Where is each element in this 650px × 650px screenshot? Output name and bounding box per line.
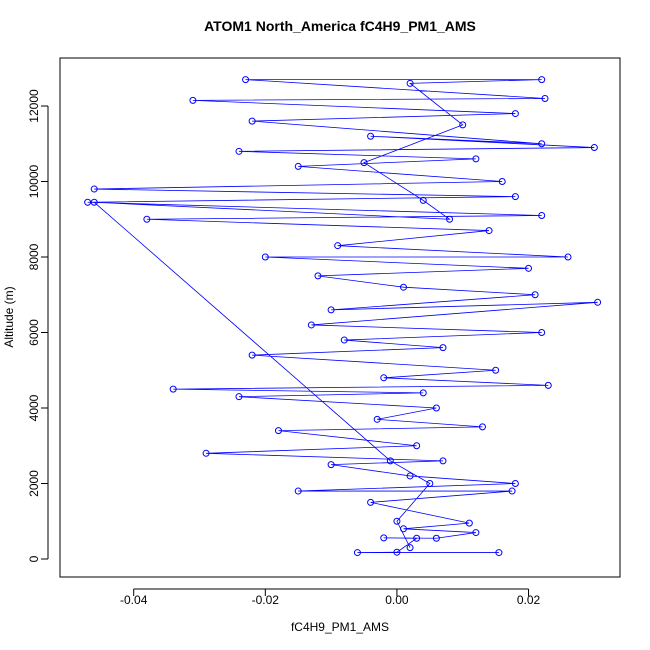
data-point bbox=[248, 351, 256, 359]
data-point bbox=[432, 404, 440, 412]
x-axis-title: fC4H9_PM1_AMS bbox=[291, 620, 389, 634]
data-point bbox=[538, 211, 546, 219]
data-point bbox=[511, 479, 519, 487]
data-point bbox=[90, 198, 98, 206]
y-tick-label: 6000 bbox=[27, 319, 41, 346]
data-point bbox=[248, 117, 256, 125]
data-point bbox=[498, 178, 506, 186]
data-point bbox=[538, 76, 546, 84]
data-point bbox=[334, 242, 342, 250]
data-point bbox=[307, 321, 315, 329]
data-point bbox=[380, 374, 388, 382]
plot-frame bbox=[59, 57, 621, 578]
x-tick-label: 0.00 bbox=[385, 593, 409, 607]
data-point bbox=[393, 548, 401, 556]
data-point bbox=[465, 519, 473, 527]
data-point bbox=[367, 498, 375, 506]
data-point bbox=[492, 366, 500, 374]
data-point bbox=[340, 336, 348, 344]
data-point bbox=[426, 479, 434, 487]
data-point bbox=[531, 291, 539, 299]
data-point bbox=[202, 449, 210, 457]
data-point bbox=[413, 534, 421, 542]
y-tick-label: 4000 bbox=[27, 394, 41, 421]
data-point bbox=[393, 517, 401, 525]
y-tick-label: 10000 bbox=[27, 165, 41, 199]
data-point bbox=[242, 76, 250, 84]
x-tick-label: -0.04 bbox=[120, 593, 148, 607]
data-point bbox=[459, 121, 467, 129]
y-tick-label: 2000 bbox=[27, 470, 41, 497]
data-point bbox=[367, 132, 375, 140]
data-point bbox=[564, 253, 572, 261]
data-point bbox=[508, 487, 516, 495]
y-tick-label: 8000 bbox=[27, 243, 41, 270]
data-point bbox=[189, 96, 197, 104]
data-point bbox=[439, 344, 447, 352]
data-point bbox=[419, 196, 427, 204]
data-point bbox=[544, 381, 552, 389]
data-point bbox=[590, 144, 598, 152]
data-point bbox=[511, 193, 519, 201]
data-point bbox=[294, 487, 302, 495]
data-point bbox=[478, 423, 486, 431]
data-point bbox=[406, 544, 414, 552]
data-point bbox=[327, 306, 335, 314]
data-point bbox=[84, 198, 92, 206]
data-point bbox=[314, 272, 322, 280]
data-point bbox=[327, 461, 335, 469]
data-point bbox=[419, 389, 427, 397]
data-point bbox=[360, 159, 368, 167]
data-point bbox=[541, 94, 549, 102]
data-point bbox=[373, 415, 381, 423]
data-point bbox=[235, 393, 243, 401]
data-point bbox=[538, 329, 546, 337]
y-tick-label: 12000 bbox=[27, 89, 41, 123]
y-axis-title: Altitude (m) bbox=[2, 286, 16, 347]
x-tick-label: 0.02 bbox=[517, 593, 541, 607]
series-line bbox=[87, 79, 598, 553]
data-point bbox=[432, 534, 440, 542]
data-point bbox=[143, 215, 151, 223]
data-point bbox=[261, 253, 269, 261]
data-point bbox=[495, 549, 503, 557]
data-point bbox=[235, 147, 243, 155]
chart-title: ATOM1 North_America fC4H9_PM1_AMS bbox=[204, 18, 476, 34]
data-point bbox=[406, 79, 414, 87]
data-point bbox=[439, 457, 447, 465]
y-tick-label: 0 bbox=[27, 555, 41, 562]
data-point bbox=[594, 298, 602, 306]
data-point bbox=[511, 110, 519, 118]
data-point bbox=[274, 427, 282, 435]
data-point bbox=[538, 140, 546, 148]
data-point bbox=[386, 457, 394, 465]
data-point bbox=[525, 264, 533, 272]
data-point bbox=[169, 385, 177, 393]
data-point bbox=[294, 162, 302, 170]
data-point bbox=[380, 534, 388, 542]
data-point bbox=[406, 472, 414, 480]
data-point bbox=[353, 549, 361, 557]
x-tick-label: -0.02 bbox=[252, 593, 280, 607]
data-point bbox=[446, 215, 454, 223]
data-point bbox=[400, 283, 408, 291]
data-point bbox=[485, 227, 493, 235]
data-point bbox=[90, 185, 98, 193]
data-point bbox=[413, 442, 421, 450]
data-point bbox=[400, 525, 408, 533]
data-point bbox=[472, 155, 480, 163]
data-point bbox=[472, 529, 480, 537]
